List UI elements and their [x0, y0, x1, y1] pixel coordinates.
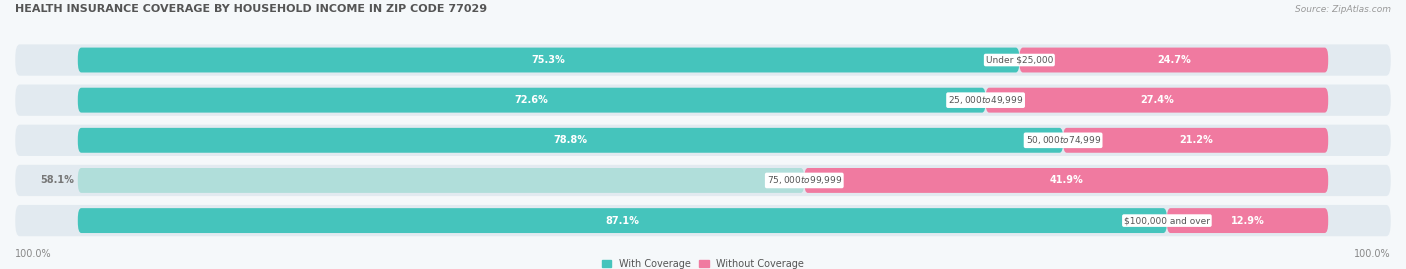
FancyBboxPatch shape — [77, 48, 1019, 72]
FancyBboxPatch shape — [1167, 208, 1329, 233]
Text: $100,000 and over: $100,000 and over — [1123, 216, 1211, 225]
Text: 12.9%: 12.9% — [1230, 215, 1264, 226]
FancyBboxPatch shape — [15, 84, 1391, 116]
Text: $25,000 to $49,999: $25,000 to $49,999 — [948, 94, 1024, 106]
FancyBboxPatch shape — [77, 208, 1167, 233]
FancyBboxPatch shape — [15, 44, 1391, 76]
Text: 58.1%: 58.1% — [41, 175, 75, 185]
Text: 100.0%: 100.0% — [15, 249, 52, 259]
Text: Source: ZipAtlas.com: Source: ZipAtlas.com — [1295, 5, 1391, 14]
FancyBboxPatch shape — [77, 128, 1063, 153]
Text: 75.3%: 75.3% — [531, 55, 565, 65]
Text: 100.0%: 100.0% — [1354, 249, 1391, 259]
Text: $75,000 to $99,999: $75,000 to $99,999 — [766, 175, 842, 186]
FancyBboxPatch shape — [15, 165, 1391, 196]
FancyBboxPatch shape — [1019, 48, 1329, 72]
Text: 24.7%: 24.7% — [1157, 55, 1191, 65]
FancyBboxPatch shape — [15, 205, 1391, 236]
Text: 78.8%: 78.8% — [554, 135, 588, 145]
Text: 87.1%: 87.1% — [606, 215, 640, 226]
Text: 41.9%: 41.9% — [1049, 175, 1083, 185]
FancyBboxPatch shape — [986, 88, 1329, 113]
FancyBboxPatch shape — [1063, 128, 1329, 153]
Legend: With Coverage, Without Coverage: With Coverage, Without Coverage — [602, 259, 804, 268]
Text: 27.4%: 27.4% — [1140, 95, 1174, 105]
FancyBboxPatch shape — [77, 88, 986, 113]
Text: HEALTH INSURANCE COVERAGE BY HOUSEHOLD INCOME IN ZIP CODE 77029: HEALTH INSURANCE COVERAGE BY HOUSEHOLD I… — [15, 4, 488, 14]
Text: Under $25,000: Under $25,000 — [986, 55, 1053, 65]
Text: 21.2%: 21.2% — [1178, 135, 1212, 145]
FancyBboxPatch shape — [77, 168, 804, 193]
FancyBboxPatch shape — [15, 125, 1391, 156]
Text: $50,000 to $74,999: $50,000 to $74,999 — [1025, 134, 1101, 146]
Text: 72.6%: 72.6% — [515, 95, 548, 105]
FancyBboxPatch shape — [804, 168, 1329, 193]
